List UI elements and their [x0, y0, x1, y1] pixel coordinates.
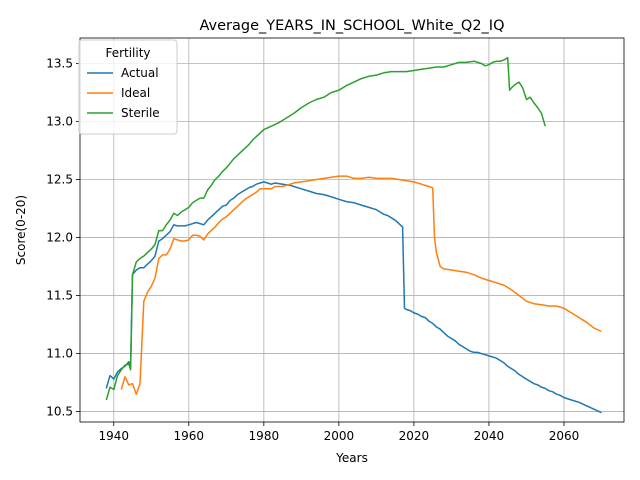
grid	[80, 38, 624, 422]
series-group	[105, 56, 602, 414]
axis-ticks: 1940 1960 1980 2000 2020 2040 2060 10.5 11.0 11.5…	[46, 57, 579, 443]
legend-box	[78, 39, 178, 135]
y-tick-label: 10.5	[46, 405, 73, 419]
x-tick-label: 2020	[399, 429, 430, 443]
y-tick-label: 11.5	[46, 289, 73, 303]
y-tick-label: 13.0	[46, 115, 73, 129]
legend: Fertility Actual Ideal Sterile	[78, 39, 178, 135]
legend-label-actual: Actual	[121, 66, 159, 80]
legend-label-sterile: Sterile	[121, 106, 160, 120]
x-tick-label: 2060	[549, 429, 580, 443]
y-tick-label: 12.0	[46, 231, 73, 245]
y-axis-label: Score(0-20)	[14, 195, 28, 265]
x-axis-label: Years	[335, 451, 368, 465]
legend-title: Fertility	[105, 46, 150, 60]
chart-title: Average_YEARS_IN_SCHOOL_White_Q2_IQ	[199, 18, 504, 34]
series-line-sterile	[105, 56, 546, 401]
x-tick-label: 1960	[174, 429, 205, 443]
legend-label-ideal: Ideal	[121, 86, 150, 100]
series-line-ideal	[120, 175, 602, 395]
series-line-actual	[105, 181, 602, 414]
y-tick-label: 12.5	[46, 173, 73, 187]
plot-frame	[79, 37, 625, 423]
x-tick-label: 2040	[474, 429, 505, 443]
x-tick-label: 2000	[324, 429, 355, 443]
y-tick-label: 13.5	[46, 57, 73, 71]
y-tick-label: 11.0	[46, 347, 73, 361]
x-tick-label: 1980	[249, 429, 280, 443]
x-tick-label: 1940	[98, 429, 129, 443]
